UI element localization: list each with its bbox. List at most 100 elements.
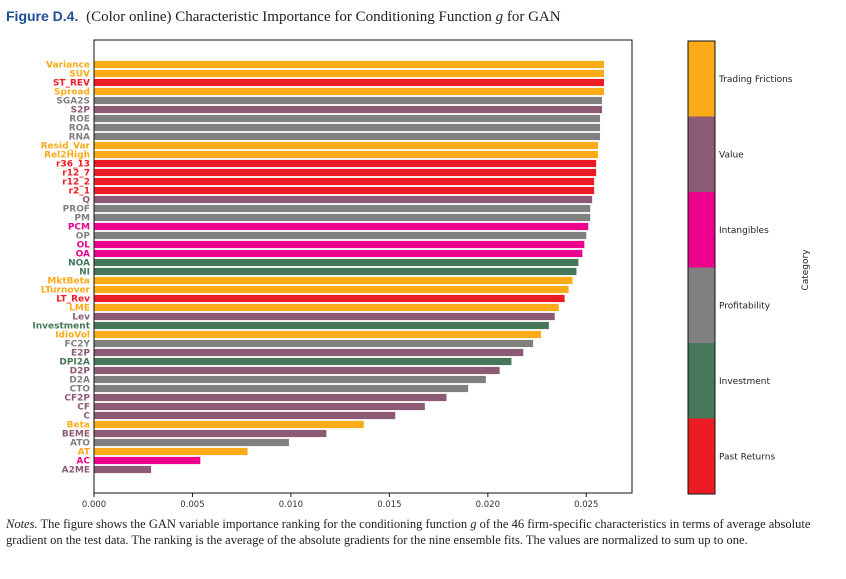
bar-roa: [94, 123, 601, 132]
colorbar-segment-past-returns: [688, 418, 715, 494]
y-label-suv: SUV: [69, 70, 90, 80]
y-label-s2p: S2P: [71, 106, 91, 116]
y-label-cto: CTO: [70, 385, 91, 395]
colorbar-segment-intangibles: [688, 192, 715, 268]
bar-d2a: [94, 375, 486, 384]
y-label-pm: PM: [74, 214, 90, 224]
bar-prof: [94, 204, 591, 213]
bar-st-rev: [94, 78, 604, 87]
bar-r12-7: [94, 168, 597, 177]
bar-r2-1: [94, 186, 595, 195]
y-label-mktbeta: MktBeta: [47, 277, 90, 287]
y-label-e2p: E2P: [71, 349, 90, 359]
colorbar-segment-value: [688, 116, 715, 192]
y-label-spread: Spread: [54, 88, 90, 98]
colorbar-title: Category: [801, 249, 811, 291]
bar-dpi2a: [94, 357, 512, 366]
x-tick-label: 0.000: [82, 500, 106, 510]
colorbar: Trading Frictions Value Intangibles Profita…: [687, 40, 793, 495]
y-label-c: C: [83, 412, 90, 422]
bar-idiovol: [94, 330, 541, 339]
y-label-variance: Variance: [46, 61, 90, 71]
bar-ac: [94, 456, 201, 465]
bar-pm: [94, 213, 591, 222]
y-label-roe: ROE: [69, 115, 90, 125]
bar-d2p: [94, 366, 500, 375]
y-label-r12-7: r12_7: [62, 169, 90, 179]
y-label-ac: AC: [76, 457, 90, 467]
y-label-r2-1: r2_1: [69, 187, 90, 197]
x-tick-label: 0.005: [180, 500, 204, 510]
bar-op: [94, 231, 587, 240]
y-label-lt-rev: LT_Rev: [56, 295, 90, 305]
caption-text-after: for GAN: [506, 9, 561, 25]
bar-fc2y: [94, 339, 534, 348]
bar-q: [94, 195, 593, 204]
colorbar-label-investment: Investment: [719, 377, 770, 387]
bar-pcm: [94, 222, 589, 231]
y-label-cf2p: CF2P: [64, 394, 90, 404]
y-labels-group: VarianceSUVST_REVSpreadSGA2SS2PROEROARNA…: [32, 61, 90, 476]
bar-spread: [94, 87, 604, 96]
x-ticks-group: 0.000 0.005 0.010 0.015 0.020 0.025: [82, 493, 598, 510]
y-label-rna: RNA: [69, 133, 90, 143]
notes-text-1: The figure shows the GAN variable import…: [40, 517, 468, 531]
colorbar-frame: [687, 40, 716, 495]
bar-s2p: [94, 105, 603, 114]
bar-rel2high: [94, 150, 599, 159]
caption-symbol: g: [495, 9, 504, 25]
colorbar-label-intangibles: Intangibles: [719, 226, 769, 236]
y-label-oa: OA: [76, 250, 90, 260]
bar-c: [94, 411, 396, 420]
y-label-ni: NI: [79, 268, 90, 278]
plot-frame: [93, 39, 633, 494]
y-label-d2a: D2A: [69, 376, 90, 386]
bar-a2me: [94, 465, 152, 474]
y-label-op: OP: [76, 232, 91, 242]
y-label-cf: CF: [77, 403, 90, 413]
y-label-investment: Investment: [32, 322, 90, 332]
bar-rna: [94, 132, 601, 141]
figure-caption: Figure D.4. (Color online) Characteristi…: [6, 8, 826, 26]
y-label-r36-13: r36_13: [56, 160, 90, 170]
y-label-resid-var: Resid_Var: [41, 142, 91, 152]
bar-resid-var: [94, 141, 599, 150]
y-label-at: AT: [78, 448, 91, 458]
colorbar-label-value: Value: [719, 150, 744, 160]
colorbar-label-trading-frictions: Trading Frictions: [718, 75, 793, 85]
colorbar-segment-investment: [688, 343, 715, 419]
bar-variance: [94, 60, 604, 69]
notes-text-2: of the 46 firm-specific characteristics …: [6, 517, 811, 547]
colorbar-label-past-returns: Past Returns: [719, 452, 775, 462]
notes-label: Notes.: [6, 517, 38, 531]
y-label-r12-2: r12_2: [62, 178, 90, 188]
bar-r12-2: [94, 177, 595, 186]
y-label-pcm: PCM: [68, 223, 90, 233]
x-tick-label: 0.020: [476, 500, 500, 510]
bar-at: [94, 447, 248, 456]
y-label-ato: ATO: [70, 439, 90, 449]
y-label-d2p: D2P: [70, 367, 91, 377]
bar-cf2p: [94, 393, 447, 402]
y-label-noa: NOA: [68, 259, 90, 269]
bar-suv: [94, 69, 604, 78]
figure-label: Figure D.4.: [6, 8, 79, 24]
y-label-beme: BEME: [62, 430, 90, 440]
y-label-lev: Lev: [72, 313, 90, 323]
colorbar-label-profitability: Profitability: [719, 301, 771, 311]
y-label-idiovol: IdioVol: [55, 331, 90, 341]
bar-lme: [94, 303, 559, 312]
bar-lt-rev: [94, 294, 565, 303]
y-label-st-rev: ST_REV: [53, 79, 90, 89]
y-label-roa: ROA: [69, 124, 90, 134]
y-label-sga2s: SGA2S: [56, 97, 90, 107]
bar-roe: [94, 114, 601, 123]
y-label-a2me: A2ME: [62, 466, 90, 476]
bar-ni: [94, 267, 577, 276]
bar-mktbeta: [94, 276, 573, 285]
x-tick-label: 0.010: [279, 500, 303, 510]
y-label-q: Q: [82, 196, 90, 206]
bar-investment: [94, 321, 549, 330]
caption-text-before: (Color online) Characteristic Importance…: [86, 9, 492, 25]
